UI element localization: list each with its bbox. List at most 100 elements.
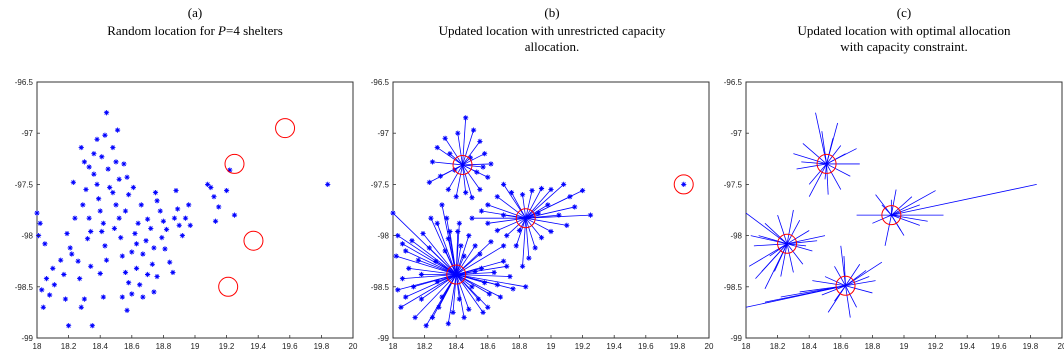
panel-a-demand-point-67 bbox=[124, 307, 130, 313]
panel-a-demand-point-39 bbox=[100, 220, 106, 226]
panel-a-shelter-3 bbox=[218, 276, 239, 297]
panel-b-allocation-line-0-12 bbox=[462, 164, 467, 193]
panel-b-allocation-line-0-6 bbox=[462, 141, 481, 166]
panel-a-demand-point-86 bbox=[151, 289, 157, 295]
panel-b-demand-point-1-25 bbox=[501, 212, 507, 218]
panel-b-demand-point-2-20 bbox=[439, 294, 445, 300]
panel-b-demand-point-1-6 bbox=[519, 192, 526, 198]
panel-a-demand-point-21 bbox=[78, 304, 84, 310]
panel-b-allocation-line-2-15 bbox=[429, 247, 457, 275]
panel-a-demand-point-78 bbox=[140, 251, 146, 257]
panel-b-demand-point-0-12 bbox=[463, 189, 469, 196]
panel-c-allocation-line-1-6 bbox=[872, 214, 892, 224]
panel-b-demand-point-0-6 bbox=[477, 138, 483, 144]
panel-a-demand-point-72 bbox=[135, 220, 141, 226]
panel-a-demand-point-0 bbox=[34, 210, 40, 216]
panel-c-allocation-line-3-8 bbox=[840, 245, 846, 286]
panel-b-demand-point-2-53 bbox=[403, 248, 409, 254]
panel-c-xtick-label-3: 18.6 bbox=[833, 342, 849, 351]
panel-c-allocation-line-2-18 bbox=[758, 235, 788, 245]
panel-a-ytick-label-5: -99 bbox=[21, 334, 33, 343]
panel-a-demand-point-93 bbox=[162, 246, 168, 252]
panel-b-demand-point-2-5 bbox=[395, 287, 401, 293]
panel-b-demand-point-0-16 bbox=[429, 159, 436, 165]
panel-b-ytick-label-4: -98.5 bbox=[371, 283, 390, 292]
panel-b-demand-point-1-0 bbox=[469, 215, 475, 221]
panel-a-demand-point-110 bbox=[227, 167, 233, 173]
panel-b-demand-point-2-28 bbox=[461, 253, 467, 259]
panel-a-demand-point-25 bbox=[86, 215, 92, 221]
panel-a-demand-point-69 bbox=[132, 230, 138, 237]
panel-a-demand-point-56 bbox=[116, 215, 122, 221]
panel-a-demand-point-74 bbox=[130, 184, 136, 191]
panel-b-allocation-line-2-44 bbox=[456, 274, 510, 277]
panel-b-allocation-line-1-3 bbox=[497, 196, 526, 219]
panel-b-demand-point-1-4 bbox=[501, 181, 507, 187]
panel-b-demand-point-2-12 bbox=[418, 296, 425, 302]
panel-c-allocation-line-3-19 bbox=[845, 280, 876, 287]
panel-b-allocation-line-1-14 bbox=[525, 214, 591, 219]
panel-c-allocation-line-2-3 bbox=[748, 243, 788, 267]
panel-b-demand-point-0-4 bbox=[463, 115, 469, 121]
panel-b-demand-point-1-2 bbox=[485, 202, 491, 208]
panel-b-allocation-line-2-60 bbox=[456, 274, 526, 288]
panel-b-demand-point-1-14 bbox=[587, 212, 594, 218]
panel-a-demand-point-52 bbox=[113, 159, 119, 165]
panel-a-demand-point-29 bbox=[81, 159, 87, 165]
panel-b: (b) Updated location with unrestricted c… bbox=[371, 5, 714, 351]
panel-b-allocation-line-0-8 bbox=[462, 163, 491, 166]
panel-b-demand-point-2-55 bbox=[434, 220, 440, 226]
panel-c-allocation-line-0-15 bbox=[824, 163, 827, 180]
panel-a-demand-point-44 bbox=[100, 294, 106, 300]
panel-a-demand-point-8 bbox=[50, 265, 56, 271]
panel-b-demand-point-2-37 bbox=[480, 309, 486, 315]
panel-a-demand-point-30 bbox=[86, 164, 92, 170]
panel-a-demand-point-108 bbox=[212, 218, 219, 224]
panel-c-allocation-lines bbox=[745, 112, 1037, 318]
panel-b-demand-point-1-23 bbox=[494, 227, 500, 234]
panel-b-demand-point-0-0 bbox=[434, 144, 440, 151]
panel-b-allocation-lines bbox=[392, 117, 591, 326]
panel-b-allocation-line-2-9 bbox=[413, 274, 457, 288]
panel-c-xtick-label-0: 18 bbox=[742, 342, 751, 351]
panel-c-xtick-label-8: 19.6 bbox=[991, 342, 1007, 351]
panel-a-demand-point-68 bbox=[129, 291, 135, 297]
panel-a-demand-point-94 bbox=[167, 259, 173, 265]
panel-b-allocation-line-0-7 bbox=[462, 153, 485, 166]
panel-a-demand-point-63 bbox=[119, 253, 125, 259]
panel-b-allocation-line-2-18 bbox=[437, 274, 457, 283]
panel-b-demand-point-2-14 bbox=[420, 230, 426, 237]
panel-a-demand-point-43 bbox=[97, 270, 103, 277]
panel-b-allocation-line-2-51 bbox=[432, 274, 457, 318]
panel-a-demand-point-77 bbox=[140, 294, 146, 300]
panel-b-demand-point-2-24 bbox=[447, 228, 453, 235]
panel-a-demand-point-6 bbox=[47, 292, 53, 298]
panel-a-demand-point-95 bbox=[170, 269, 176, 276]
panel-a-demand-point-104 bbox=[205, 181, 211, 187]
panel-a-shelter-0 bbox=[275, 118, 296, 139]
panel-b-allocation-line-0-17 bbox=[429, 164, 463, 183]
panel-b-allocation-line-2-37 bbox=[455, 274, 484, 313]
panel-c-allocation-line-0-0 bbox=[802, 143, 827, 165]
panel-b-demand-point-2-22 bbox=[444, 215, 450, 221]
panel-b-allocation-line-1-25 bbox=[503, 214, 526, 219]
panel-b-demand-point-2-49 bbox=[461, 314, 467, 321]
panel-a-axes: 18 18.2 18.4 18.6 18.8 19 19.2 19.4 19.6 19.8 20 -9… bbox=[15, 78, 358, 351]
panel-a-demand-point-85 bbox=[154, 273, 160, 280]
panel-b-demand-point-0-13 bbox=[453, 194, 459, 200]
panel-c-allocation-line-0-2 bbox=[821, 131, 827, 164]
panel-a-demand-point-35 bbox=[94, 136, 100, 142]
panel-c-title-line-1: Updated location with optimal allocation bbox=[797, 23, 1011, 38]
panel-b-demand-point-2-41 bbox=[497, 294, 504, 300]
panel-c-allocation-line-0-9 bbox=[826, 163, 829, 195]
panel-b-demand-point-2-2 bbox=[399, 241, 406, 247]
panel-b-demand-point-2-42 bbox=[501, 258, 507, 264]
panel-b-demand-point-1-9 bbox=[548, 186, 554, 193]
panel-b-demand-point-0-19 bbox=[467, 155, 474, 161]
panel-b-ytick-label-0: -96.5 bbox=[371, 78, 390, 87]
panel-b-demand-point-2-50 bbox=[450, 309, 456, 315]
panel-b-demand-point-1-1 bbox=[478, 208, 485, 214]
panel-b-demand-point-2-16 bbox=[428, 215, 434, 221]
panel-c-xtick-label-10: 20 bbox=[1058, 342, 1064, 351]
panel-c-shelter-3 bbox=[835, 275, 856, 296]
